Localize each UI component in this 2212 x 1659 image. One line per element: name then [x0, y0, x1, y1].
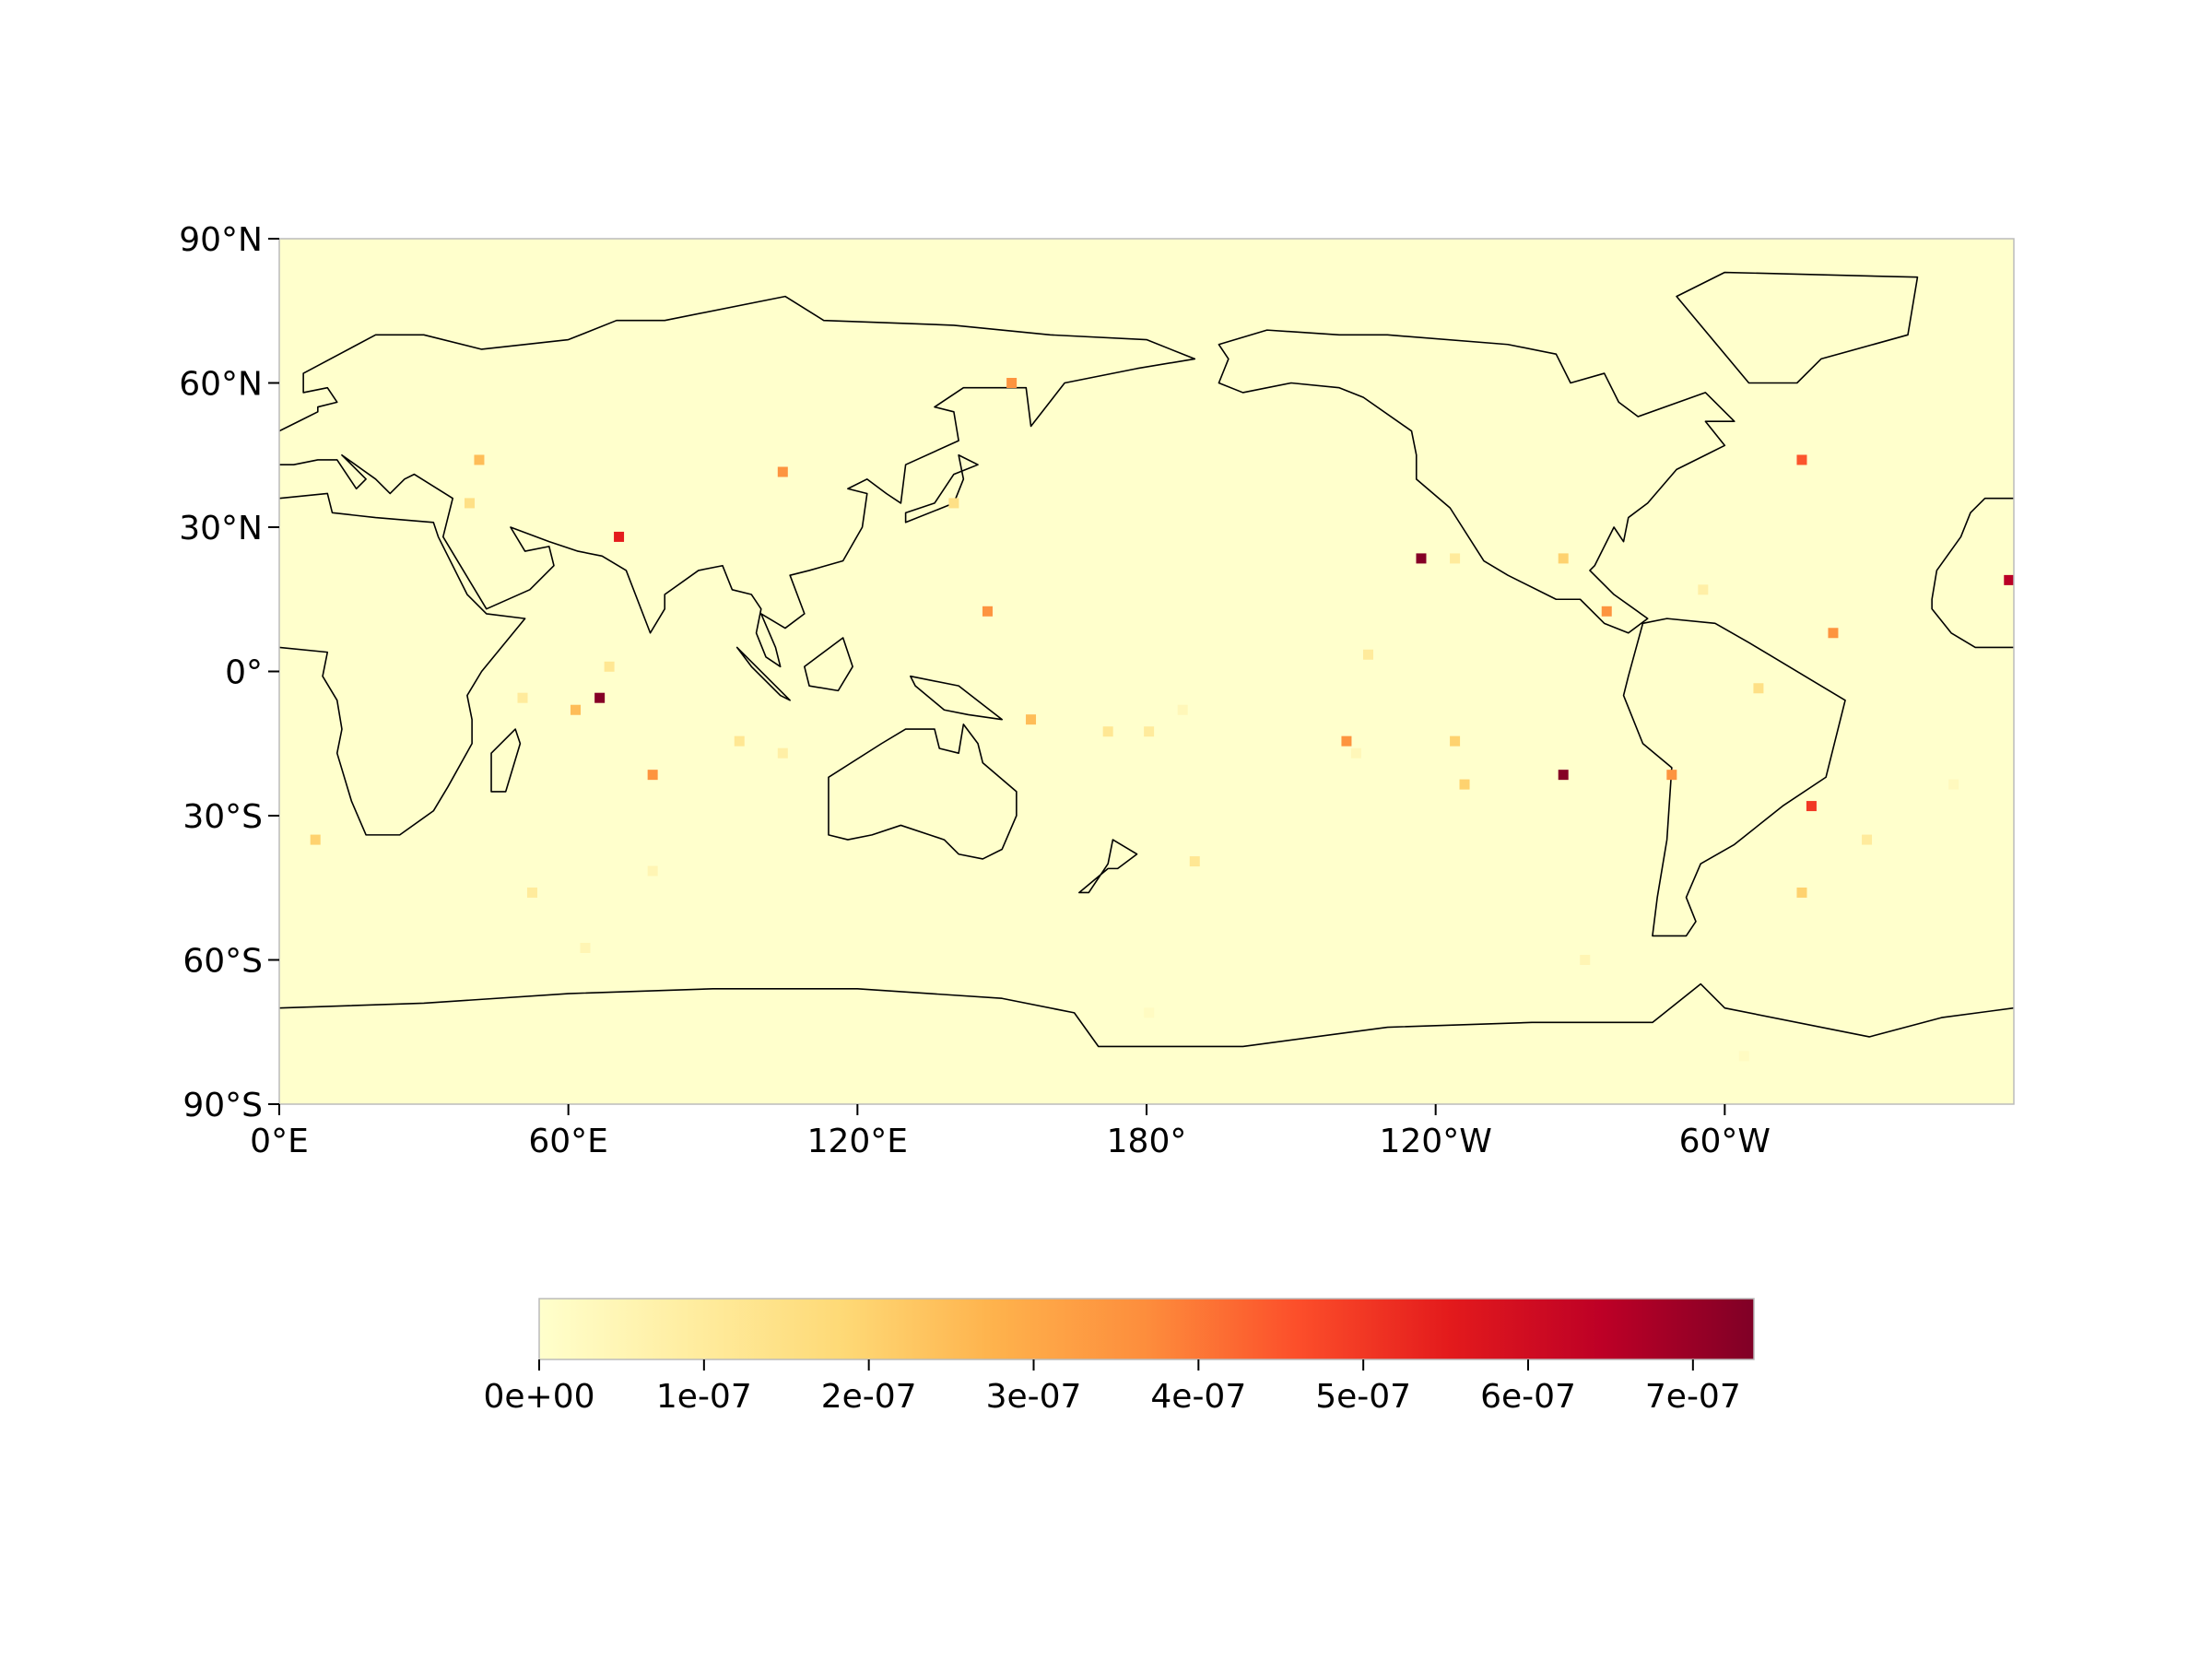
- data-point: [1189, 856, 1200, 867]
- x-tick-label: 60°E: [528, 1123, 608, 1160]
- data-point: [1948, 779, 1959, 790]
- data-point: [310, 834, 321, 845]
- data-point: [1459, 779, 1470, 790]
- data-point: [1450, 735, 1461, 747]
- data-point: [1144, 1007, 1155, 1018]
- data-point: [1828, 628, 1839, 639]
- x-tick-label: 0°E: [250, 1123, 309, 1160]
- data-point: [1450, 553, 1461, 564]
- data-point: [1144, 726, 1155, 737]
- y-tick-label: 0°: [225, 654, 263, 692]
- data-point: [474, 454, 485, 465]
- madagascar: [491, 729, 520, 792]
- data-point: [1558, 553, 1569, 564]
- data-point: [1862, 834, 1873, 845]
- data-point: [1666, 770, 1677, 781]
- y-tick-label: 30°N: [179, 510, 263, 547]
- data-point: [580, 942, 591, 953]
- y-tick-label: 60°S: [182, 943, 263, 981]
- data-point: [1177, 704, 1188, 715]
- colorbar-tick-label: 1e-07: [656, 1378, 752, 1416]
- colorbar-tick-label: 4e-07: [1150, 1378, 1246, 1416]
- data-point: [1006, 378, 1018, 388]
- x-tick-label: 180°: [1107, 1123, 1187, 1160]
- data-point: [982, 606, 993, 617]
- data-point: [1558, 770, 1569, 781]
- ocean-background: [279, 239, 2014, 1104]
- y-tick-label: 90°N: [179, 221, 263, 259]
- north-america: [1218, 330, 1734, 633]
- west-africa: [1932, 499, 2014, 648]
- colorbar-tick-label: 2e-07: [821, 1378, 917, 1416]
- new-guinea: [911, 677, 1002, 720]
- australia: [829, 724, 1017, 859]
- y-tick-label: 30°S: [182, 798, 263, 836]
- sumatra: [737, 647, 791, 700]
- data-point: [1753, 683, 1764, 694]
- data-point: [614, 531, 625, 542]
- colorbar-tick-label: 6e-07: [1480, 1378, 1576, 1416]
- data-point: [1026, 714, 1037, 725]
- data-point: [517, 692, 528, 703]
- data-point: [1416, 553, 1427, 564]
- coastlines: [279, 273, 2014, 1047]
- data-point: [1580, 955, 1591, 965]
- data-point: [1698, 584, 1709, 595]
- data-point: [571, 704, 582, 715]
- data-point: [2004, 574, 2014, 585]
- data-point: [526, 887, 537, 898]
- new-zealand: [1079, 840, 1137, 892]
- antarctica: [279, 984, 2014, 1047]
- data-point: [1796, 887, 1807, 898]
- x-tick-label: 60°W: [1679, 1123, 1771, 1160]
- colorbar-tick-label: 0e+00: [483, 1378, 594, 1416]
- data-point: [1806, 801, 1817, 812]
- data-point: [777, 747, 788, 759]
- data-point: [1738, 1051, 1749, 1062]
- data-point: [1341, 735, 1352, 747]
- data-point: [1102, 726, 1113, 737]
- x-tick-label: 120°W: [1380, 1123, 1492, 1160]
- data-point: [604, 661, 615, 672]
- colorbar-tick-label: 5e-07: [1315, 1378, 1411, 1416]
- data-point: [647, 865, 658, 877]
- data-point: [1601, 606, 1612, 617]
- data-points: [310, 378, 2014, 1062]
- colorbar-tick-label: 7e-07: [1645, 1378, 1741, 1416]
- data-point: [734, 735, 745, 747]
- data-point: [948, 498, 959, 509]
- eurasia: [279, 297, 1194, 667]
- greenland: [1677, 273, 1917, 383]
- x-tick-label: 120°E: [807, 1123, 908, 1160]
- data-point: [594, 692, 606, 703]
- colorbar: [538, 1298, 1755, 1360]
- borneo: [805, 638, 853, 690]
- japan: [906, 455, 978, 523]
- data-point: [1796, 454, 1807, 465]
- data-point: [464, 498, 475, 509]
- data-point: [777, 466, 788, 477]
- data-point: [1350, 747, 1361, 759]
- y-tick-label: 60°N: [179, 366, 263, 404]
- colorbar-tick-label: 3e-07: [986, 1378, 1082, 1416]
- south-america: [1624, 618, 1845, 935]
- y-tick-label: 90°S: [182, 1087, 263, 1124]
- data-point: [647, 770, 658, 781]
- data-point: [1362, 649, 1373, 660]
- africa: [279, 493, 525, 834]
